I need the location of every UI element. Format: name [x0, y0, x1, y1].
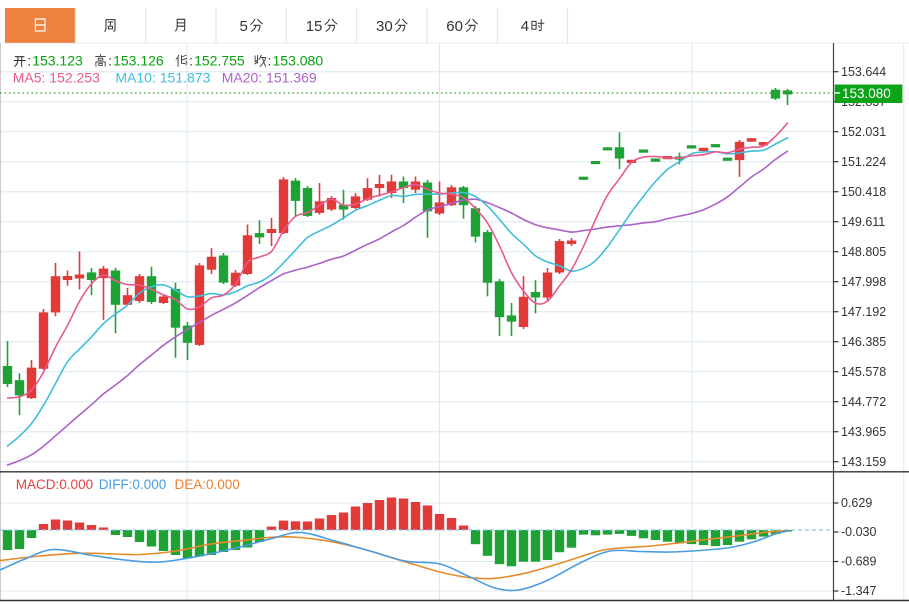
svg-text:DEA:0.000: DEA:0.000	[175, 477, 240, 492]
svg-text:-1.347: -1.347	[841, 584, 876, 598]
svg-text:148.805: 148.805	[841, 245, 886, 259]
svg-text:DIFF:0.000: DIFF:0.000	[99, 477, 167, 492]
svg-text:146.385: 146.385	[841, 335, 886, 349]
svg-text:153.123: 153.123	[32, 53, 83, 69]
svg-text:5: 5	[240, 18, 248, 35]
svg-text:152.755: 152.755	[194, 53, 245, 69]
svg-text:60: 60	[446, 18, 463, 35]
svg-text::: :	[189, 53, 193, 69]
svg-text:-0.030: -0.030	[841, 525, 876, 539]
svg-text:153.080: 153.080	[842, 86, 891, 101]
svg-text:MA10: 151.873: MA10: 151.873	[115, 70, 210, 86]
svg-text:-0.689: -0.689	[841, 555, 876, 569]
svg-text:MACD:0.000: MACD:0.000	[16, 477, 93, 492]
svg-text:153.080: 153.080	[273, 53, 324, 69]
svg-text:MA20: 151.369: MA20: 151.369	[222, 70, 317, 86]
svg-text:150.418: 150.418	[841, 185, 886, 199]
svg-text:4: 4	[521, 18, 529, 35]
svg-text:147.998: 147.998	[841, 275, 886, 289]
svg-text:MA5: 152.253: MA5: 152.253	[13, 70, 100, 86]
svg-text:153.644: 153.644	[841, 65, 886, 79]
svg-text:0.629: 0.629	[841, 496, 872, 510]
svg-text:152.031: 152.031	[841, 125, 886, 139]
svg-text::: :	[268, 53, 272, 69]
svg-text:30: 30	[376, 18, 393, 35]
svg-text:15: 15	[306, 18, 323, 35]
svg-text:151.224: 151.224	[841, 155, 886, 169]
svg-text:144.772: 144.772	[841, 395, 886, 409]
svg-text::: :	[27, 53, 31, 69]
svg-text:149.611: 149.611	[841, 215, 885, 229]
svg-text::: :	[108, 53, 112, 69]
svg-text:143.965: 143.965	[841, 425, 886, 439]
svg-text:143.159: 143.159	[841, 455, 886, 469]
svg-text:145.578: 145.578	[841, 365, 886, 379]
svg-text:147.192: 147.192	[841, 305, 886, 319]
svg-text:153.126: 153.126	[113, 53, 164, 69]
